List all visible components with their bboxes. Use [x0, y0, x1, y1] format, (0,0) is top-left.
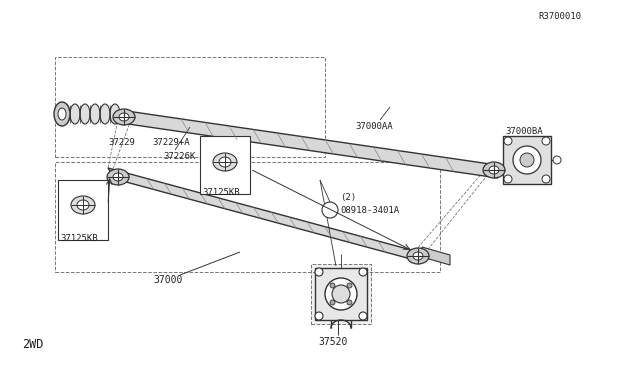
Text: (2): (2) — [340, 192, 356, 202]
Ellipse shape — [359, 268, 367, 276]
Ellipse shape — [359, 312, 367, 320]
Ellipse shape — [54, 102, 70, 126]
Ellipse shape — [71, 196, 95, 214]
Text: 37229+A: 37229+A — [152, 138, 189, 147]
Ellipse shape — [413, 252, 423, 260]
Ellipse shape — [325, 278, 357, 310]
Text: R3700010: R3700010 — [538, 12, 581, 20]
Ellipse shape — [213, 153, 237, 171]
Ellipse shape — [77, 200, 89, 210]
Ellipse shape — [110, 104, 120, 124]
Ellipse shape — [100, 104, 110, 124]
Ellipse shape — [315, 312, 323, 320]
Text: 37000: 37000 — [153, 275, 182, 285]
Text: 2WD: 2WD — [22, 337, 44, 350]
Ellipse shape — [219, 157, 231, 167]
Text: 37520: 37520 — [318, 337, 348, 347]
Polygon shape — [108, 168, 422, 262]
Ellipse shape — [330, 300, 335, 305]
Text: 37000AA: 37000AA — [355, 122, 392, 131]
Text: 37125KB: 37125KB — [202, 188, 239, 197]
Bar — [503, 136, 551, 184]
Ellipse shape — [60, 104, 70, 124]
Ellipse shape — [520, 153, 534, 167]
Bar — [55, 57, 325, 157]
Ellipse shape — [315, 268, 323, 276]
Bar — [58, 180, 108, 240]
Ellipse shape — [113, 173, 123, 181]
Bar — [315, 268, 367, 320]
Ellipse shape — [542, 137, 550, 145]
Text: N: N — [328, 205, 332, 215]
Ellipse shape — [80, 104, 90, 124]
Bar — [55, 162, 440, 272]
Ellipse shape — [58, 108, 66, 120]
Ellipse shape — [513, 146, 541, 174]
Bar — [200, 136, 250, 194]
Ellipse shape — [70, 104, 80, 124]
Polygon shape — [120, 110, 498, 178]
Ellipse shape — [330, 283, 335, 288]
Ellipse shape — [407, 248, 429, 264]
Ellipse shape — [347, 283, 352, 288]
Polygon shape — [422, 247, 450, 265]
Ellipse shape — [504, 175, 512, 183]
Ellipse shape — [113, 109, 135, 125]
Ellipse shape — [90, 104, 100, 124]
Bar — [311, 264, 371, 324]
Ellipse shape — [553, 156, 561, 164]
Text: 37125KB: 37125KB — [60, 234, 98, 243]
Ellipse shape — [322, 202, 338, 218]
Text: 37229: 37229 — [108, 138, 135, 147]
Ellipse shape — [489, 166, 499, 174]
Ellipse shape — [542, 175, 550, 183]
Text: 37000BA: 37000BA — [505, 126, 543, 135]
Text: 08918-3401A: 08918-3401A — [340, 205, 399, 215]
Ellipse shape — [504, 137, 512, 145]
Ellipse shape — [347, 300, 352, 305]
Ellipse shape — [483, 162, 505, 178]
Ellipse shape — [119, 113, 129, 121]
Ellipse shape — [107, 169, 129, 185]
Text: 37226K: 37226K — [163, 151, 195, 160]
Ellipse shape — [332, 285, 350, 303]
